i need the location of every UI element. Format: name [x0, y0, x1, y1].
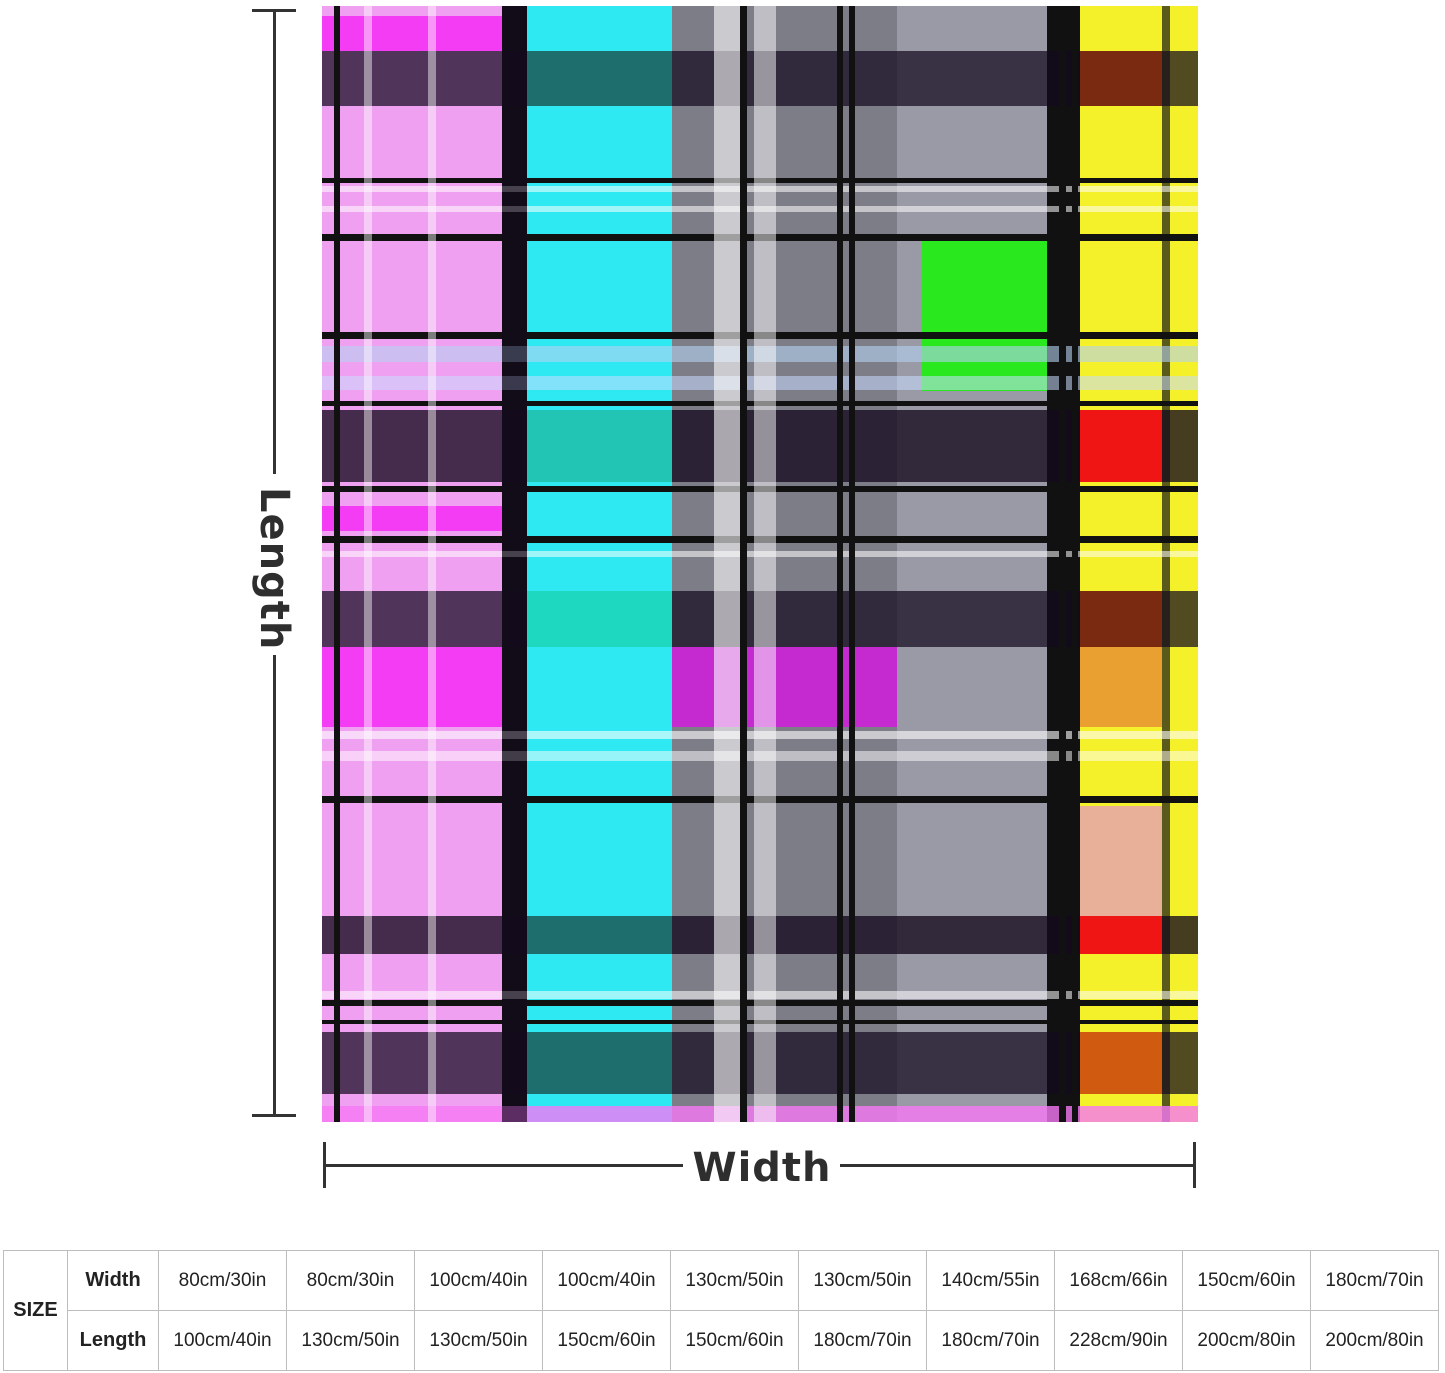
- length-dimension-line: [273, 9, 276, 474]
- slate-column: [897, 6, 1047, 1122]
- magenta-column: [322, 6, 502, 1122]
- white-stripe: [714, 6, 740, 1122]
- brown-block: [1080, 51, 1162, 106]
- teal-block: [527, 1032, 672, 1094]
- red-block: [1080, 916, 1162, 954]
- orange-block: [1080, 1032, 1162, 1094]
- black-stripe: [837, 6, 843, 1122]
- length-cell: 100cm/40in: [158, 1310, 287, 1371]
- white-stripe: [364, 6, 372, 1122]
- teal-block: [527, 51, 672, 106]
- length-label: Length: [251, 487, 297, 651]
- black-stripe: [502, 6, 527, 1122]
- red-block: [1080, 410, 1162, 482]
- width-cell: 80cm/30in: [158, 1250, 287, 1311]
- olive-stripe: [1162, 6, 1170, 1122]
- white-stripe: [754, 6, 776, 1122]
- width-cell: 80cm/30in: [286, 1250, 415, 1311]
- width-cell: 100cm/40in: [542, 1250, 671, 1311]
- black-stripe: [1072, 6, 1078, 1122]
- length-cell: 200cm/80in: [1182, 1310, 1311, 1371]
- black-stripe: [334, 6, 340, 1122]
- length-cell: 180cm/70in: [798, 1310, 927, 1371]
- orange-block: [1080, 647, 1162, 727]
- width-row: SIZE Width 80cm/30in 80cm/30in 100cm/40i…: [3, 1250, 1439, 1371]
- magenta-band: [672, 647, 897, 727]
- magenta-band: [322, 647, 502, 727]
- cyan-column: [527, 6, 672, 1122]
- width-cell: 130cm/50in: [798, 1250, 927, 1311]
- brown-block: [1080, 591, 1162, 647]
- white-stripe: [428, 6, 436, 1122]
- width-cell: 100cm/40in: [414, 1250, 543, 1311]
- size-header: SIZE: [3, 1250, 68, 1371]
- magenta-band: [322, 16, 502, 51]
- blanket-image: [322, 6, 1198, 1122]
- teal-block: [527, 916, 672, 954]
- width-cell: 130cm/50in: [670, 1250, 799, 1311]
- black-stripe: [1059, 6, 1066, 1122]
- magenta-band: [322, 506, 502, 531]
- yellow-column: [1080, 6, 1198, 1122]
- length-cell: 130cm/50in: [414, 1310, 543, 1371]
- width-cell: 140cm/55in: [926, 1250, 1055, 1311]
- width-cell: 168cm/66in: [1054, 1250, 1183, 1311]
- length-dimension-bottom-cap: [252, 1114, 296, 1117]
- length-header: Length: [67, 1310, 159, 1371]
- peach-block: [1080, 806, 1162, 916]
- length-cell: 228cm/90in: [1054, 1310, 1183, 1371]
- width-cell: 180cm/70in: [1310, 1250, 1439, 1311]
- length-cell: 200cm/80in: [1310, 1310, 1439, 1371]
- black-stripe: [849, 6, 855, 1122]
- length-cell: 180cm/70in: [926, 1310, 1055, 1371]
- size-chart-table: SIZE Width 80cm/30in 80cm/30in 100cm/40i…: [3, 1250, 1439, 1371]
- black-stripe: [740, 6, 747, 1122]
- length-cell: 130cm/50in: [286, 1310, 415, 1371]
- gray-column: [672, 6, 897, 1122]
- teal-block: [527, 410, 672, 482]
- length-row: Length 100cm/40in 130cm/50in 130cm/50in …: [4, 1310, 1439, 1371]
- width-dimension-line: [840, 1164, 1196, 1167]
- length-dimension-line: [273, 655, 276, 1117]
- width-dimension-line: [323, 1164, 683, 1167]
- length-cell: 150cm/60in: [670, 1310, 799, 1371]
- green-block: [922, 241, 1047, 391]
- teal-block: [527, 591, 672, 647]
- width-header: Width: [67, 1250, 159, 1311]
- width-label: Width: [692, 1145, 832, 1191]
- length-cell: 150cm/60in: [542, 1310, 671, 1371]
- width-dimension-right-cap: [1193, 1142, 1196, 1188]
- width-cell: 150cm/60in: [1182, 1250, 1311, 1311]
